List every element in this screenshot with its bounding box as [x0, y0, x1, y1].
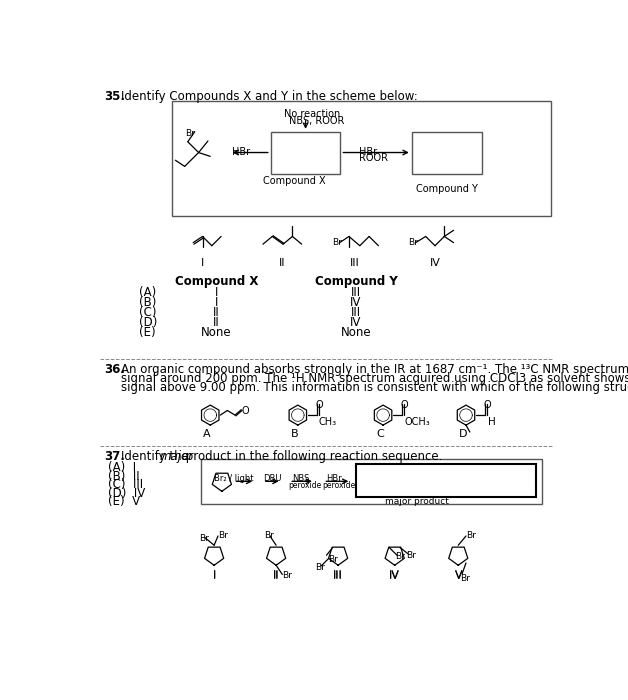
Text: Br: Br [218, 531, 228, 540]
Text: (C): (C) [139, 306, 156, 318]
Bar [171, 101, 551, 216]
Text: Br: Br [396, 552, 405, 561]
Text: (E)  V: (E) V [108, 495, 140, 508]
Text: II: II [273, 570, 279, 580]
Text: Compound X: Compound X [263, 176, 325, 186]
Text: III: III [351, 306, 361, 318]
Text: O: O [484, 400, 492, 410]
Text: major: major [159, 450, 193, 463]
Text: V: V [455, 570, 462, 580]
Text: IV: IV [350, 295, 362, 309]
Text: II: II [213, 316, 220, 329]
Text: Br: Br [466, 531, 476, 540]
Text: CH₃: CH₃ [319, 416, 337, 426]
Text: ROOR: ROOR [359, 153, 388, 163]
Text: III: III [350, 258, 360, 268]
Text: HBr: HBr [327, 475, 342, 484]
Text: Br: Br [408, 238, 418, 247]
Text: IV: IV [350, 316, 362, 329]
Text: product in the following reaction sequence.: product in the following reaction sequen… [182, 450, 443, 463]
Text: Br: Br [315, 563, 325, 572]
Text: major product: major product [384, 498, 448, 507]
Text: Br: Br [185, 130, 195, 139]
Text: II: II [273, 570, 279, 580]
Text: Br: Br [198, 535, 208, 543]
Text: I: I [215, 295, 218, 309]
Text: OCH₃: OCH₃ [405, 416, 431, 426]
Text: Compound Y: Compound Y [416, 184, 477, 194]
Text: (C)  III: (C) III [108, 478, 143, 491]
Text: peroxide: peroxide [288, 480, 322, 489]
Text: III: III [333, 570, 343, 580]
Text: (B): (B) [139, 295, 156, 309]
Text: II: II [213, 306, 220, 318]
Text: B: B [291, 429, 298, 439]
Text: None: None [340, 326, 371, 339]
Text: V: V [455, 570, 462, 580]
Text: Br: Br [406, 551, 416, 559]
Text: NBS, ROOR: NBS, ROOR [290, 116, 345, 125]
Bar [201, 459, 542, 504]
Text: 37.: 37. [104, 450, 125, 463]
Text: signal around 200 ppm. The ¹H NMR spectrum acquired using CDCl3 as solvent shows: signal around 200 ppm. The ¹H NMR spectr… [121, 372, 628, 385]
Text: 35.: 35. [104, 90, 125, 103]
Text: DBU: DBU [263, 475, 281, 484]
Bar [412, 132, 482, 174]
Bar [271, 132, 340, 174]
Text: An organic compound absorbs strongly in the IR at 1687 cm⁻¹. The ¹³C NMR spectru: An organic compound absorbs strongly in … [121, 363, 628, 376]
Text: A: A [203, 429, 211, 439]
Text: IV: IV [389, 570, 400, 580]
Text: Compound Y: Compound Y [315, 275, 398, 288]
Text: I: I [201, 258, 204, 268]
Text: Br: Br [283, 571, 292, 580]
Text: H: H [488, 416, 495, 426]
Text: I: I [215, 286, 218, 299]
Text: Br: Br [332, 238, 342, 247]
Text: (D)  IV: (D) IV [108, 486, 145, 500]
Text: None: None [201, 326, 232, 339]
Text: D: D [458, 429, 467, 439]
Text: Compound X: Compound X [175, 275, 258, 288]
Text: III: III [351, 286, 361, 299]
Text: Br: Br [460, 574, 470, 582]
Bar [356, 464, 536, 497]
Text: signal above 9.00 ppm. This information is consistent with which of the followin: signal above 9.00 ppm. This information … [121, 382, 628, 394]
Text: II: II [279, 258, 286, 268]
Text: O: O [401, 400, 409, 410]
Text: HBr: HBr [359, 147, 377, 157]
Text: (B)  II: (B) II [108, 470, 139, 483]
Text: Br: Br [264, 531, 274, 540]
Text: (D): (D) [139, 316, 158, 329]
Text: Identify the: Identify the [121, 450, 193, 463]
Text: Br₂ / light: Br₂ / light [214, 475, 253, 484]
Text: IV: IV [430, 258, 440, 268]
Text: O: O [241, 406, 249, 416]
Text: IV: IV [389, 570, 400, 580]
Text: No reaction: No reaction [284, 108, 340, 118]
Text: (E): (E) [139, 326, 156, 339]
Text: I: I [212, 570, 216, 580]
Text: (A)  I: (A) I [108, 461, 136, 475]
Text: C: C [376, 429, 384, 439]
Text: (A): (A) [139, 286, 156, 299]
Text: NBS: NBS [293, 475, 310, 484]
Text: III: III [333, 570, 343, 580]
Text: O: O [316, 400, 323, 410]
Text: 36.: 36. [104, 363, 125, 376]
Text: I: I [212, 570, 216, 580]
Text: Identify Compounds X and Y in the scheme below:: Identify Compounds X and Y in the scheme… [121, 90, 418, 103]
Text: HBr: HBr [232, 147, 251, 157]
Text: Br: Br [328, 555, 338, 564]
Text: peroxide: peroxide [323, 480, 356, 489]
